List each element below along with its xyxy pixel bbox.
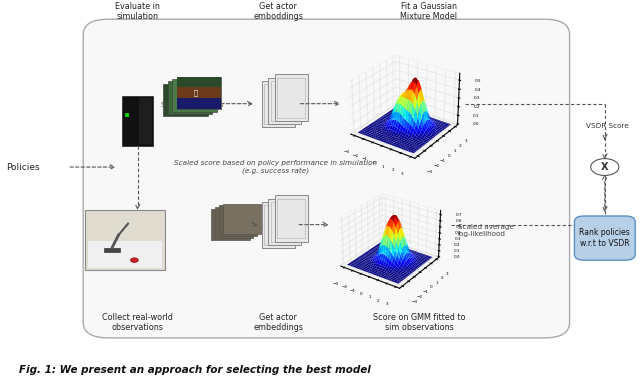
Text: Policies: Policies [6, 162, 40, 172]
Text: Collect real-world
observations: Collect real-world observations [102, 313, 173, 333]
FancyBboxPatch shape [223, 204, 261, 234]
Text: Fig. 1: We present an approach for selecting the best model: Fig. 1: We present an approach for selec… [19, 365, 371, 375]
FancyBboxPatch shape [85, 210, 165, 270]
FancyBboxPatch shape [275, 195, 308, 242]
FancyBboxPatch shape [215, 207, 253, 238]
Text: VSDR Score: VSDR Score [586, 122, 628, 129]
FancyBboxPatch shape [275, 74, 308, 121]
Text: Get actor
embeddings: Get actor embeddings [253, 313, 303, 333]
Text: Fit a Gaussian
Mixture Model: Fit a Gaussian Mixture Model [400, 2, 458, 21]
FancyBboxPatch shape [211, 209, 250, 240]
FancyBboxPatch shape [122, 96, 153, 146]
Text: Sim observations: Sim observations [161, 102, 223, 108]
FancyBboxPatch shape [88, 241, 161, 268]
FancyBboxPatch shape [177, 77, 221, 88]
Circle shape [591, 159, 619, 175]
FancyBboxPatch shape [163, 84, 208, 116]
Text: Evaluate in
simulation: Evaluate in simulation [115, 2, 160, 21]
FancyBboxPatch shape [172, 79, 217, 112]
FancyBboxPatch shape [83, 19, 570, 338]
Text: X: X [601, 162, 609, 172]
FancyBboxPatch shape [177, 77, 221, 109]
FancyBboxPatch shape [262, 202, 295, 248]
FancyBboxPatch shape [104, 248, 120, 253]
FancyBboxPatch shape [125, 113, 129, 117]
Text: Scaled score based on policy performance in simulation
(e.g. success rate): Scaled score based on policy performance… [173, 160, 377, 174]
FancyBboxPatch shape [168, 81, 212, 114]
Text: Score on GMM fitted to
sim observations: Score on GMM fitted to sim observations [373, 313, 465, 333]
Text: Rank policies
w.r.t to VSDR: Rank policies w.r.t to VSDR [579, 228, 630, 248]
FancyBboxPatch shape [262, 81, 295, 127]
FancyBboxPatch shape [268, 199, 301, 245]
Text: 🚶: 🚶 [193, 89, 198, 96]
Circle shape [131, 258, 138, 263]
FancyBboxPatch shape [177, 88, 221, 98]
FancyBboxPatch shape [268, 78, 301, 124]
FancyBboxPatch shape [575, 216, 635, 260]
FancyBboxPatch shape [139, 98, 152, 144]
Text: Scaled average
log-likelihood: Scaled average log-likelihood [458, 224, 513, 237]
Text: Get actor
emboddings: Get actor emboddings [253, 2, 303, 21]
FancyBboxPatch shape [177, 98, 221, 109]
FancyBboxPatch shape [219, 205, 257, 236]
